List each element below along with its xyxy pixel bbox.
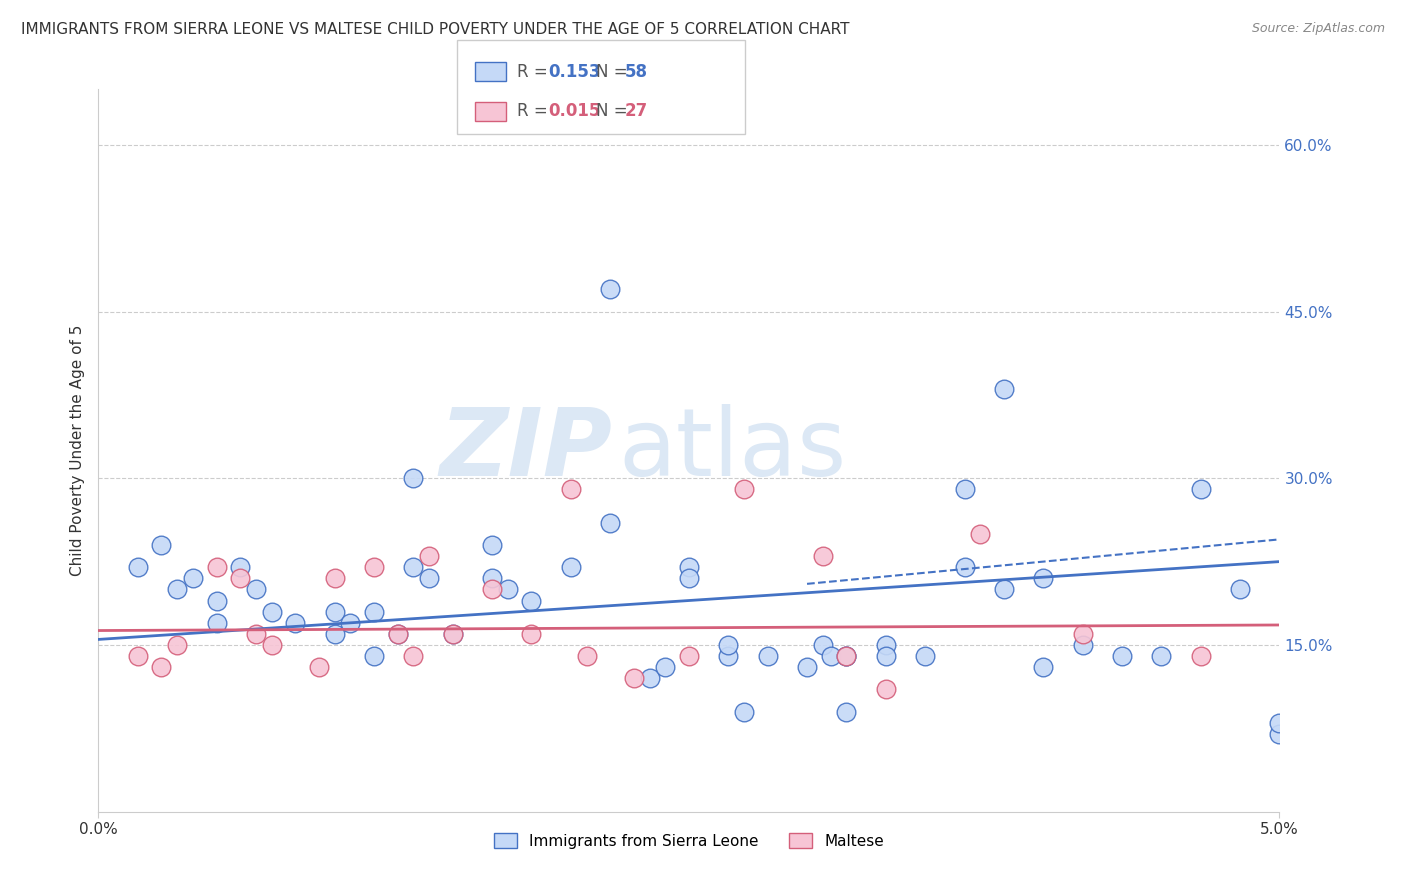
Point — [363, 560, 385, 574]
Point — [717, 649, 740, 664]
Point — [1268, 715, 1291, 730]
Text: R =: R = — [517, 103, 554, 120]
Point — [441, 627, 464, 641]
Point — [796, 660, 818, 674]
Point — [150, 660, 173, 674]
Point — [1150, 649, 1173, 664]
Point — [914, 649, 936, 664]
Point — [1189, 483, 1212, 497]
Point — [418, 571, 440, 585]
Text: atlas: atlas — [619, 404, 846, 497]
Point — [323, 605, 346, 619]
Text: 0.153: 0.153 — [548, 62, 600, 80]
Point — [820, 649, 842, 664]
Point — [1071, 627, 1094, 641]
Point — [323, 627, 346, 641]
Point — [481, 582, 503, 597]
Point — [623, 671, 645, 685]
Point — [260, 605, 283, 619]
Text: 0.015: 0.015 — [548, 103, 600, 120]
Point — [323, 571, 346, 585]
Point — [229, 571, 252, 585]
Point — [402, 560, 425, 574]
Point — [245, 627, 267, 641]
Point — [418, 549, 440, 563]
Text: IMMIGRANTS FROM SIERRA LEONE VS MALTESE CHILD POVERTY UNDER THE AGE OF 5 CORRELA: IMMIGRANTS FROM SIERRA LEONE VS MALTESE … — [21, 22, 849, 37]
Text: Source: ZipAtlas.com: Source: ZipAtlas.com — [1251, 22, 1385, 36]
Text: 58: 58 — [624, 62, 647, 80]
Point — [1189, 649, 1212, 664]
Point — [678, 571, 700, 585]
Point — [481, 538, 503, 552]
Point — [953, 560, 976, 574]
Point — [166, 638, 188, 652]
Point — [623, 115, 645, 129]
Point — [599, 516, 621, 530]
Point — [520, 593, 543, 607]
Text: ZIP: ZIP — [439, 404, 612, 497]
Point — [387, 627, 409, 641]
Point — [575, 649, 598, 664]
Point — [654, 660, 676, 674]
Point — [717, 638, 740, 652]
Point — [875, 649, 897, 664]
Point — [205, 593, 228, 607]
Point — [835, 705, 858, 719]
Point — [260, 638, 283, 652]
Point — [363, 605, 385, 619]
Point — [402, 471, 425, 485]
Point — [811, 549, 834, 563]
Point — [560, 483, 582, 497]
Point — [599, 282, 621, 296]
Point — [875, 682, 897, 697]
Text: N =: N = — [596, 103, 633, 120]
Point — [205, 560, 228, 574]
Point — [1229, 582, 1251, 597]
Point — [181, 571, 204, 585]
Point — [229, 560, 252, 574]
Point — [835, 649, 858, 664]
Point — [441, 627, 464, 641]
Point — [387, 627, 409, 641]
Point — [205, 615, 228, 630]
Point — [756, 649, 779, 664]
Point — [1268, 727, 1291, 741]
Point — [308, 660, 330, 674]
Point — [1032, 571, 1054, 585]
Point — [1032, 660, 1054, 674]
Point — [835, 649, 858, 664]
Point — [811, 638, 834, 652]
Point — [166, 582, 188, 597]
Point — [733, 483, 755, 497]
Point — [127, 649, 149, 664]
Point — [875, 638, 897, 652]
Point — [284, 615, 307, 630]
Point — [402, 649, 425, 664]
Point — [733, 705, 755, 719]
Point — [339, 615, 361, 630]
Point — [363, 649, 385, 664]
Point — [481, 571, 503, 585]
Point — [993, 582, 1015, 597]
Point — [678, 649, 700, 664]
Legend: Immigrants from Sierra Leone, Maltese: Immigrants from Sierra Leone, Maltese — [488, 827, 890, 855]
Point — [953, 483, 976, 497]
Point — [150, 538, 173, 552]
Point — [638, 671, 661, 685]
Text: N =: N = — [596, 62, 633, 80]
Point — [520, 627, 543, 641]
Point — [127, 560, 149, 574]
Point — [560, 560, 582, 574]
Text: R =: R = — [517, 62, 554, 80]
Y-axis label: Child Poverty Under the Age of 5: Child Poverty Under the Age of 5 — [69, 325, 84, 576]
Point — [993, 382, 1015, 396]
Point — [678, 560, 700, 574]
Point — [245, 582, 267, 597]
Point — [835, 649, 858, 664]
Point — [1071, 638, 1094, 652]
Point — [1111, 649, 1133, 664]
Point — [969, 526, 991, 541]
Text: 27: 27 — [624, 103, 648, 120]
Point — [496, 582, 519, 597]
